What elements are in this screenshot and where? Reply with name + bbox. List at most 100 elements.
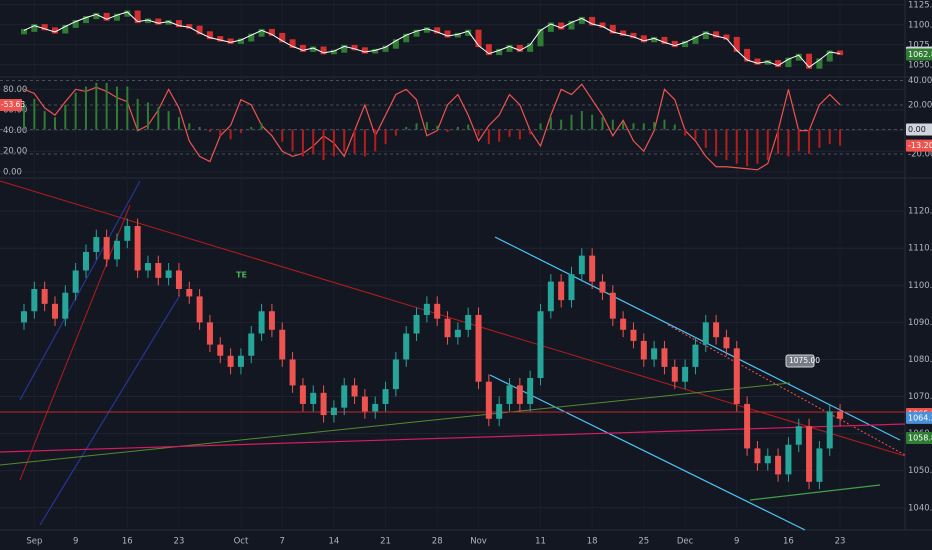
price-tag — [906, 411, 932, 424]
candle-body — [62, 292, 69, 319]
candle-body — [826, 411, 833, 449]
overview-candle — [764, 60, 771, 65]
histogram-bar — [84, 86, 87, 130]
x-tick-label: 25 — [638, 537, 649, 547]
candle-body — [682, 366, 689, 382]
overview-candle — [372, 48, 379, 54]
histogram-bar — [343, 129, 346, 152]
candle-body — [537, 311, 544, 378]
candle-body — [661, 348, 668, 367]
left-tag — [0, 99, 22, 111]
candle-body — [702, 322, 709, 345]
channel-line — [489, 374, 806, 531]
overview-candle — [806, 53, 813, 69]
price-tag-label: 1058.83 — [908, 433, 932, 442]
histogram-bar — [684, 129, 687, 136]
candle-body — [268, 311, 275, 330]
trend-line — [0, 382, 791, 466]
price-tag — [906, 48, 932, 61]
overview-candle — [609, 24, 616, 34]
candle-body — [31, 289, 38, 312]
x-tick-label: Dec — [677, 537, 694, 547]
overview-candle — [268, 28, 275, 36]
overview-candle — [93, 12, 100, 20]
overview-candle — [175, 20, 182, 28]
histogram-bar — [735, 129, 738, 164]
candle-body — [248, 333, 255, 356]
candle-body — [620, 318, 627, 330]
candle-body — [496, 403, 503, 419]
histogram-bar — [580, 111, 583, 130]
histogram-bar — [477, 129, 480, 136]
x-tick-label: Nov — [470, 537, 487, 547]
histogram-bar — [374, 129, 377, 152]
overview-candle — [237, 38, 244, 44]
histogram-bar — [436, 125, 439, 130]
x-tick-label: 7 — [280, 537, 285, 547]
overview-candle — [661, 36, 668, 44]
histogram-bar — [394, 129, 397, 136]
candle-body — [775, 455, 782, 475]
overview-candle — [795, 53, 802, 61]
candle-body — [41, 289, 48, 304]
overview-candle — [403, 33, 410, 43]
overview-candle — [299, 44, 306, 52]
overview-candle — [124, 10, 131, 17]
candle-body — [589, 255, 596, 282]
trend-lines — [0, 180, 906, 531]
histogram-bar — [446, 129, 449, 132]
histogram-bar — [518, 129, 521, 140]
histogram-bar — [53, 117, 56, 130]
overview-candle — [837, 50, 844, 56]
histogram-bar — [601, 117, 604, 130]
overview-candle — [723, 34, 730, 40]
y-tick-label: 1050.00 — [908, 60, 932, 70]
candle-body — [423, 303, 430, 315]
overview-candle — [144, 18, 151, 24]
overview-candle — [258, 28, 265, 37]
overview-candle — [351, 44, 358, 51]
histogram-bar — [177, 117, 180, 130]
histogram-bar — [188, 123, 191, 130]
y-tick-label: 40.00 — [3, 126, 27, 136]
histogram-bar — [198, 127, 201, 130]
histogram-bar — [353, 129, 356, 154]
candle-body — [837, 411, 844, 419]
histogram-bar — [146, 102, 149, 130]
x-tick-label: 11 — [535, 537, 546, 547]
overview-candle — [496, 48, 503, 56]
candle-body — [72, 270, 79, 293]
histogram-bar — [498, 129, 501, 142]
overview-candle — [186, 24, 193, 29]
price-tag — [906, 123, 932, 136]
price-tag-label: 1064.25 — [908, 413, 932, 422]
candle-body — [651, 348, 658, 360]
histogram-bar — [529, 129, 532, 135]
histogram-bar — [312, 129, 315, 154]
histogram-bar — [95, 82, 98, 130]
candle-body — [299, 385, 306, 404]
trend-line — [19, 180, 141, 401]
overview-candle — [702, 31, 709, 40]
candle-body — [733, 348, 740, 404]
histogram-bar — [208, 129, 211, 132]
annotation: 1075.00 — [789, 356, 820, 365]
overview-candle — [671, 40, 678, 48]
trend-line — [749, 484, 881, 501]
overview-candle — [206, 31, 213, 40]
overview-candle — [816, 58, 823, 69]
candle-body — [206, 322, 213, 345]
overview-candle — [82, 16, 89, 24]
overview-candle — [155, 18, 162, 25]
trend-line — [0, 180, 906, 457]
candle-body — [403, 333, 410, 360]
candle-body — [578, 255, 585, 275]
histogram-bar — [611, 119, 614, 130]
overview-candle — [527, 43, 534, 52]
candle-body — [289, 359, 296, 386]
y-tick-label: 1070.00 — [908, 392, 932, 402]
overview-candle — [444, 30, 451, 38]
x-tick-label: Sep — [26, 537, 42, 547]
x-tick-label: 14 — [328, 537, 339, 547]
